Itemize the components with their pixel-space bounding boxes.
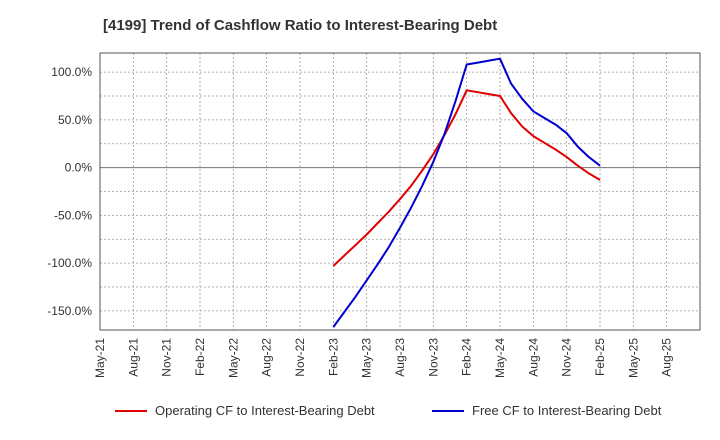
x-tick-label: Aug-21: [126, 338, 140, 377]
x-tick-label: May-24: [493, 338, 507, 378]
x-tick-label: May-21: [93, 338, 107, 378]
legend-label: Operating CF to Interest-Bearing Debt: [155, 403, 375, 418]
x-tick-label: Feb-24: [460, 338, 474, 376]
y-tick-label: -50.0%: [54, 208, 92, 222]
y-axis-ticks: -150.0% -100.0% -50.0% 0.0% 50.0% 100.0%: [47, 65, 92, 318]
x-tick-label: Nov-24: [560, 338, 574, 377]
y-tick-label: -150.0%: [47, 304, 92, 318]
x-tick-label: Aug-25: [660, 338, 674, 377]
x-tick-label: Feb-25: [593, 338, 607, 376]
x-tick-label: May-25: [626, 338, 640, 378]
series-line: [332, 57, 601, 328]
y-tick-label: 0.0%: [65, 161, 93, 175]
y-tick-label: 100.0%: [51, 65, 92, 79]
x-tick-label: Aug-23: [393, 338, 407, 377]
x-tick-label: May-22: [226, 338, 240, 378]
legend-label: Free CF to Interest-Bearing Debt: [472, 403, 662, 418]
legend: Operating CF to Interest-Bearing Debt Fre…: [115, 403, 662, 418]
chart-title: [4199] Trend of Cashflow Ratio to Intere…: [103, 17, 497, 34]
series-lines: [332, 57, 601, 328]
x-tick-label: Feb-22: [193, 338, 207, 376]
x-tick-label: Nov-23: [426, 338, 440, 377]
x-tick-label: May-23: [360, 338, 374, 378]
x-tick-label: Nov-22: [293, 338, 307, 377]
plot-area-frame: [99, 52, 701, 331]
x-tick-label: Nov-21: [160, 338, 174, 377]
grid: [100, 53, 700, 330]
x-axis-ticks: May-21 Aug-21 Nov-21 Feb-22 May-22 Aug-22 Nov-…: [93, 338, 674, 378]
y-tick-label: 50.0%: [58, 113, 92, 127]
x-tick-label: Feb-23: [326, 338, 340, 376]
y-tick-label: -100.0%: [47, 256, 92, 270]
x-tick-label: Aug-24: [526, 338, 540, 377]
series-line: [332, 89, 601, 267]
x-tick-label: Aug-22: [260, 338, 274, 377]
